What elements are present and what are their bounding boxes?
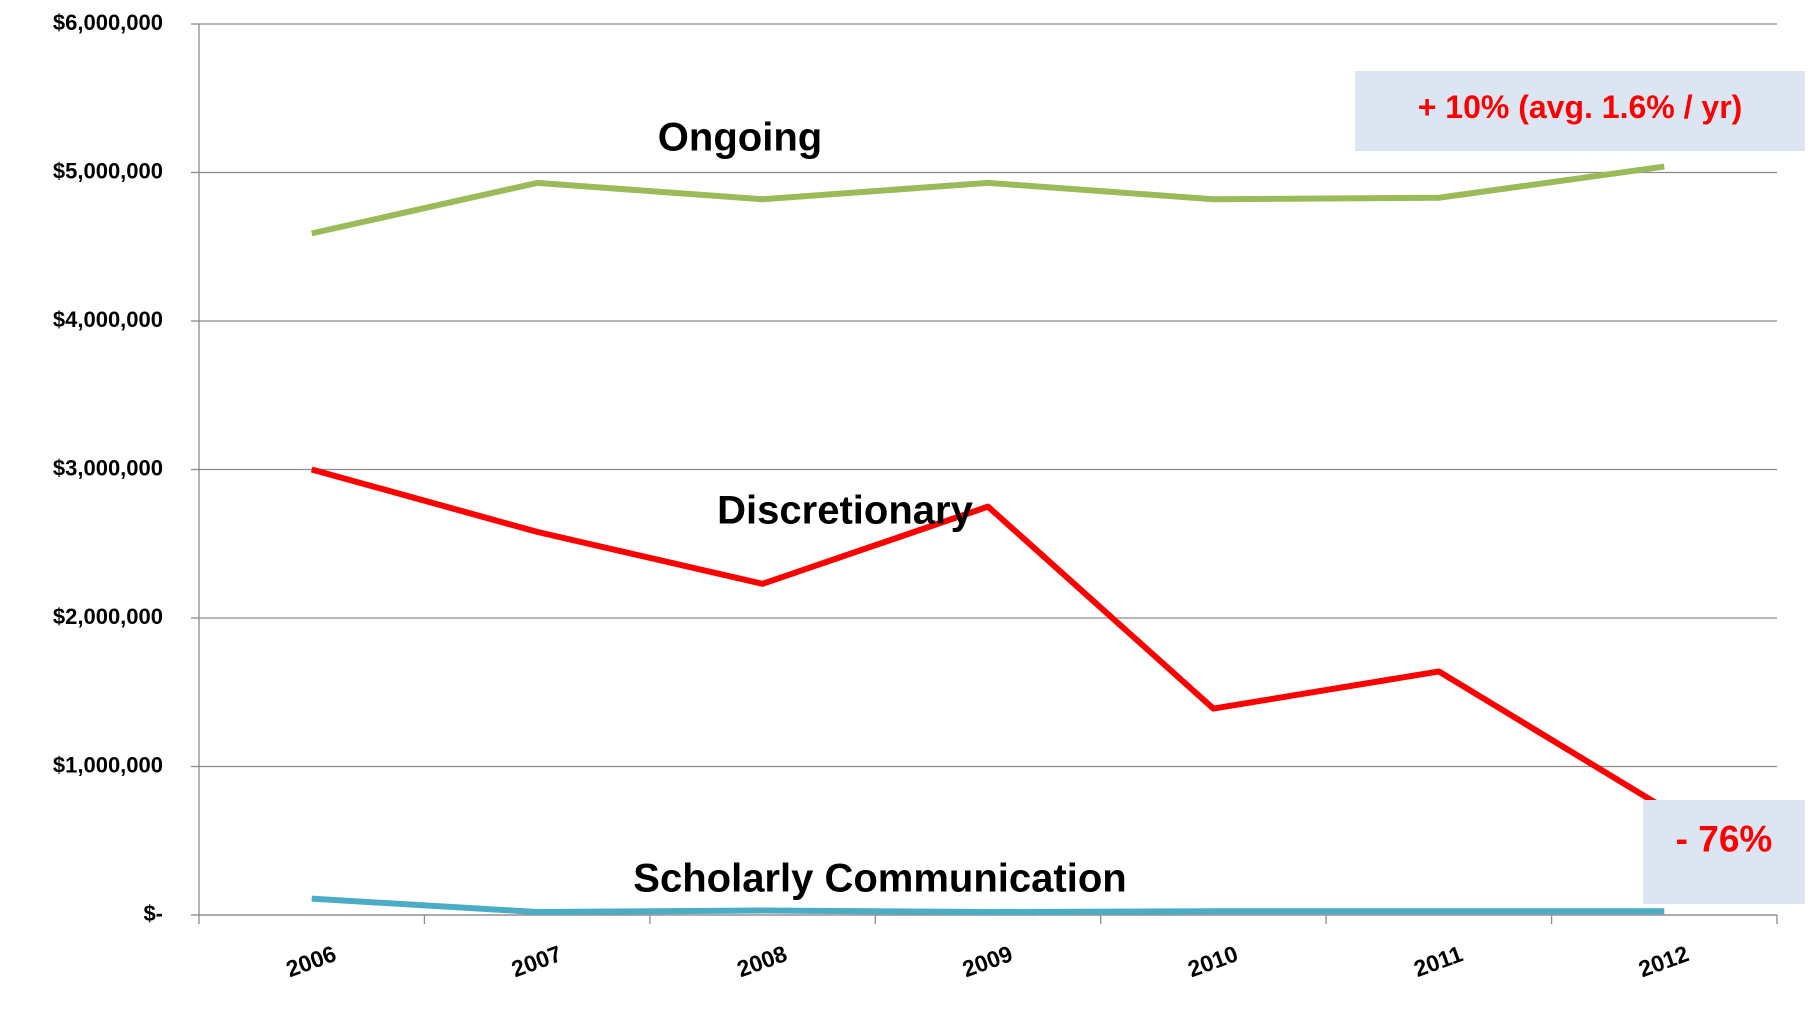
x-tick-label: 2010: [1184, 940, 1241, 982]
y-tick-label: $4,000,000: [53, 307, 163, 332]
x-tick-label: 2012: [1635, 940, 1692, 982]
x-tick-label: 2007: [508, 940, 565, 982]
series-line: [311, 163, 1665, 237]
annotation-box: [1355, 71, 1805, 151]
y-tick-label: $1,000,000: [53, 752, 163, 777]
annotation-box: [1643, 800, 1805, 904]
y-tick-label: $-: [143, 901, 163, 926]
x-tick-label: 2008: [733, 940, 790, 982]
series-label: Discretionary: [717, 489, 973, 533]
series-label: Ongoing: [658, 116, 822, 160]
y-tick-label: $5,000,000: [53, 158, 163, 183]
y-tick-label: $6,000,000: [53, 10, 163, 35]
x-tick-label: 2006: [283, 940, 340, 982]
annotation: - 76%: [1676, 818, 1773, 859]
x-tick-label: 2011: [1410, 940, 1466, 982]
annotation: + 10% (avg. 1.6% / yr): [1418, 89, 1743, 125]
y-tick-label: $2,000,000: [53, 604, 163, 629]
series-label: Scholarly Communication: [633, 857, 1126, 901]
series-line: [311, 895, 1665, 916]
series-line: [310, 466, 1666, 811]
x-tick-label: 2009: [959, 940, 1016, 982]
y-tick-label: $3,000,000: [53, 455, 163, 480]
